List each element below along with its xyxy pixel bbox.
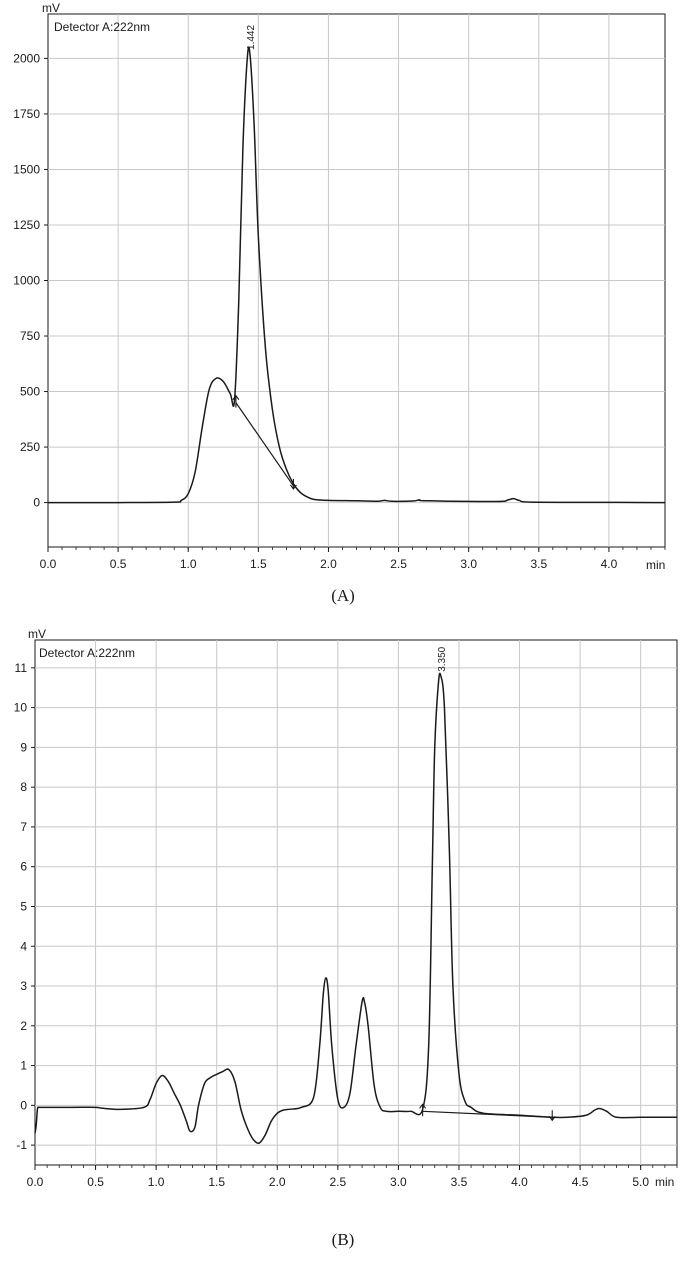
- x-axis-unit: min: [655, 1175, 674, 1189]
- x-tick-label: 3.0: [390, 1175, 407, 1189]
- x-tick-label: 2.0: [269, 1175, 286, 1189]
- y-axis-unit: mV: [42, 1, 60, 15]
- y-tick-label: 2000: [13, 51, 40, 65]
- y-tick-label: 1: [20, 1059, 27, 1073]
- y-tick-label: 0: [33, 496, 40, 510]
- y-tick-label: 1750: [13, 107, 40, 121]
- x-tick-label: 0.0: [27, 1175, 44, 1189]
- y-tick-label: 11: [15, 661, 28, 675]
- x-tick-label: 2.5: [329, 1175, 346, 1189]
- integration-start-marker: [419, 1103, 427, 1117]
- x-tick-label: 1.5: [250, 557, 267, 571]
- y-tick-label: 3: [20, 979, 27, 993]
- y-tick-label: 9: [20, 740, 27, 754]
- peak-labels: 1.442: [246, 25, 257, 50]
- chromatogram-panel-a: 0.0 0.5 1.0 1.5 2.0 2.5 3.0 3.5 4.0 0 250 500 750 100…: [13, 1, 666, 572]
- y-tick-label: 1500: [13, 162, 40, 176]
- grid-lines: [35, 640, 677, 1165]
- x-tick-label: 2.0: [320, 557, 337, 571]
- axis-ticks: 0.0 0.5 1.0 1.5 2.0 2.5 3.0 3.5 4.0 4.5 5.0 -1 0 1 2 3 4…: [14, 661, 678, 1189]
- axis-ticks: 0.0 0.5 1.0 1.5 2.0 2.5 3.0 3.5 4.0 0 250 500 750 100…: [13, 51, 666, 571]
- y-tick-label: 8: [20, 780, 27, 794]
- detector-label: Detector A:222nm: [39, 646, 135, 660]
- integration-end-marker: [548, 1110, 556, 1122]
- y-tick-label: 1250: [13, 218, 40, 232]
- x-tick-label: 4.0: [601, 557, 618, 571]
- y-axis-unit: mV: [28, 627, 46, 641]
- y-tick-label: 6: [20, 860, 27, 874]
- x-tick-label: 3.0: [460, 557, 477, 571]
- y-tick-label: 1000: [13, 274, 40, 288]
- integration-baseline-line: [235, 402, 294, 487]
- x-tick-label: 3.5: [451, 1175, 468, 1189]
- detector-label: Detector A:222nm: [54, 20, 150, 34]
- y-tick-label: 2: [20, 1019, 27, 1033]
- integration-end-marker: [289, 478, 297, 490]
- panel-caption-b: (B): [332, 1230, 355, 1249]
- y-tick-label: 4: [20, 939, 27, 953]
- x-tick-label: 1.0: [180, 557, 197, 571]
- signal-trace: [34, 672, 677, 1145]
- chromatogram-panel-b: 0.0 0.5 1.0 1.5 2.0 2.5 3.0 3.5 4.0 4.5 5.0 -1 0 1 2 3 4…: [14, 627, 678, 1189]
- x-tick-label: 4.0: [511, 1175, 528, 1189]
- panel-caption-a: (A): [331, 586, 355, 605]
- peak-retention-label: 1.442: [246, 25, 257, 50]
- integration-baseline: [235, 402, 294, 487]
- x-tick-label: 2.5: [390, 557, 407, 571]
- x-axis-unit: min: [646, 558, 665, 572]
- integration-markers: [232, 394, 297, 490]
- y-tick-label: 500: [20, 385, 40, 399]
- y-tick-label: 750: [20, 329, 40, 343]
- integration-markers: [419, 1103, 556, 1122]
- x-tick-label: 5.0: [632, 1175, 649, 1189]
- y-tick-label: -1: [16, 1138, 27, 1152]
- y-tick-label: 7: [20, 820, 27, 834]
- x-tick-label: 1.0: [148, 1175, 165, 1189]
- x-tick-label: 0.5: [110, 557, 127, 571]
- x-tick-label: 0.5: [87, 1175, 104, 1189]
- grid-lines: [48, 14, 665, 547]
- x-tick-label: 3.5: [530, 557, 547, 571]
- peak-labels: 3.350: [437, 646, 448, 671]
- y-tick-label: 250: [20, 440, 40, 454]
- x-tick-label: 1.5: [208, 1175, 225, 1189]
- y-tick-label: 10: [14, 701, 28, 715]
- peak-retention-label: 3.350: [437, 646, 448, 671]
- y-tick-label: 0: [20, 1098, 27, 1112]
- plot-frame: [34, 639, 678, 1166]
- integration-start-marker: [232, 394, 240, 408]
- signal-trace: [47, 46, 666, 504]
- x-tick-label: 0.0: [40, 557, 57, 571]
- x-tick-label: 4.5: [572, 1175, 589, 1189]
- y-tick-label: 5: [20, 899, 27, 913]
